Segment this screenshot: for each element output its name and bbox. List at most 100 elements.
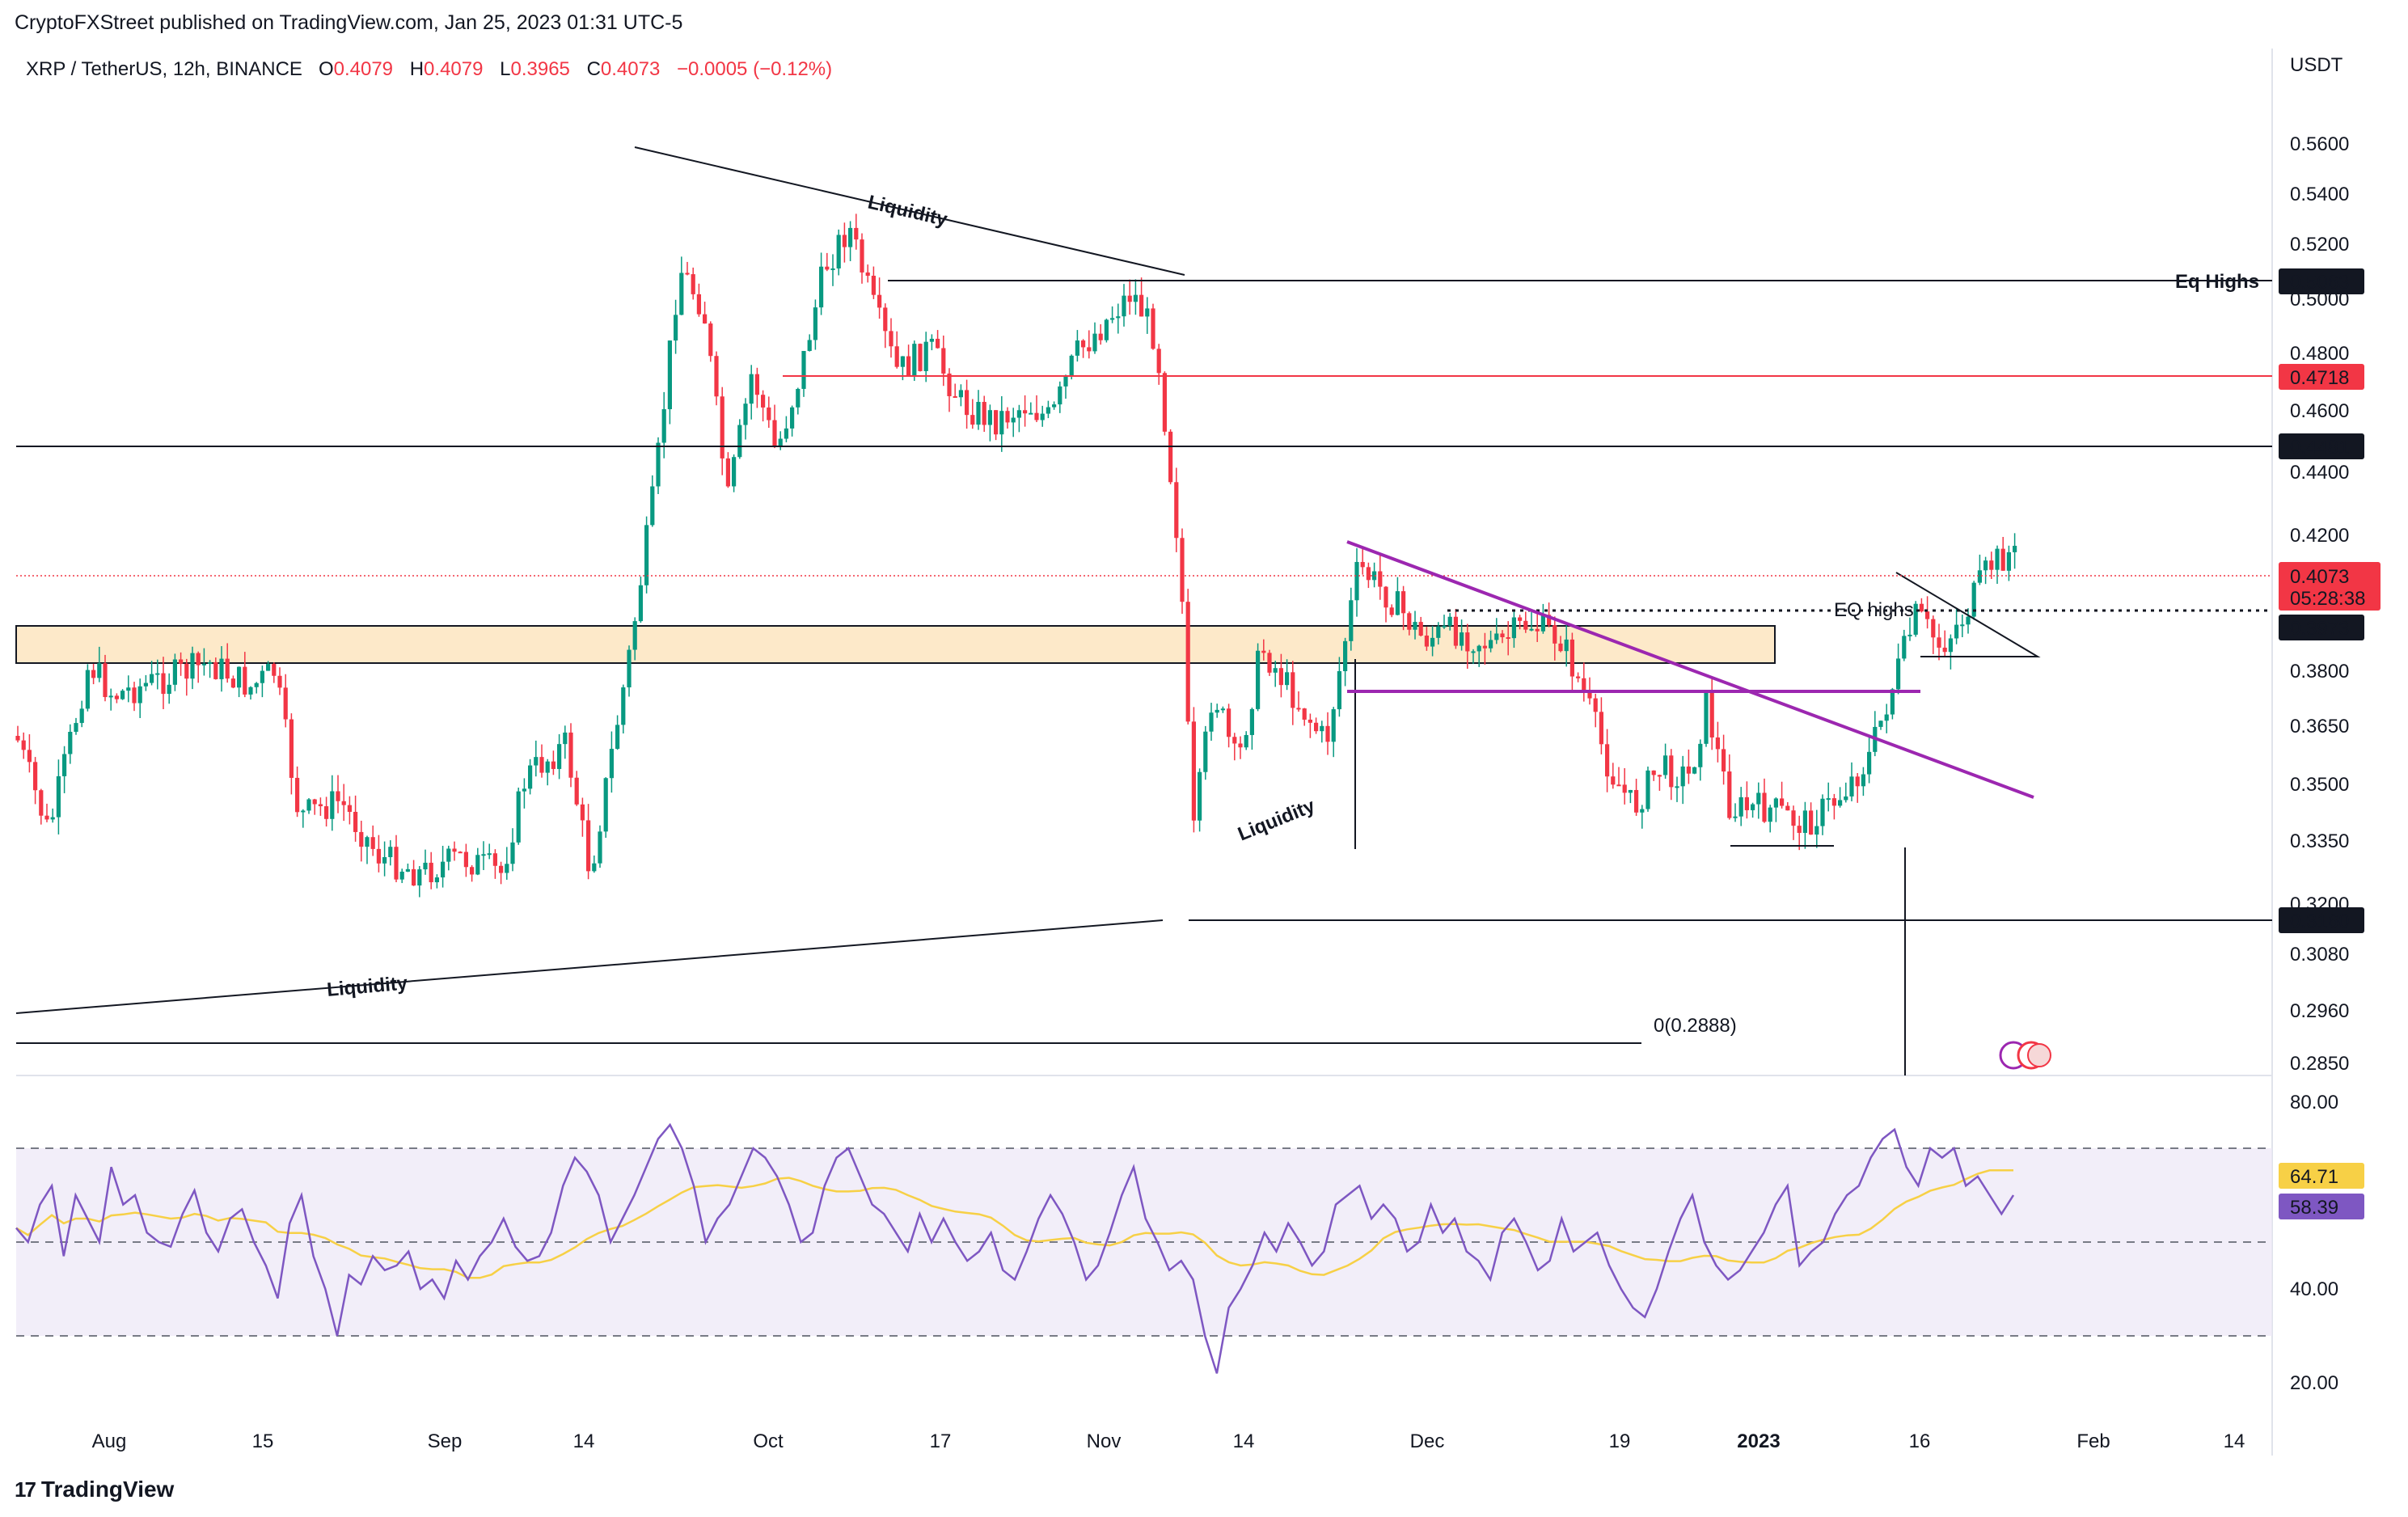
price-tick-0.2960: 0.2960 bbox=[2290, 1000, 2349, 1022]
time-tick-19: 19 bbox=[1609, 1430, 1631, 1452]
candle-body bbox=[161, 673, 166, 695]
candle-body bbox=[167, 684, 171, 695]
candle-body bbox=[1896, 658, 1901, 690]
candle-body bbox=[1413, 622, 1417, 630]
candle-body bbox=[137, 686, 142, 704]
candle-body bbox=[1366, 567, 1371, 581]
candle-body bbox=[423, 862, 428, 870]
candle-body bbox=[830, 268, 835, 270]
candle-body bbox=[1977, 570, 1982, 583]
candle-body bbox=[1540, 615, 1545, 632]
candle-body bbox=[1494, 633, 1499, 640]
candle-body bbox=[475, 855, 480, 875]
candle-body bbox=[667, 340, 672, 410]
candle-body bbox=[1482, 645, 1487, 649]
demand-zone bbox=[15, 625, 1776, 664]
candle-body bbox=[91, 670, 96, 678]
candle-body bbox=[1751, 804, 1755, 810]
price-tick-0.4800: 0.4800 bbox=[2290, 343, 2349, 365]
candle-body bbox=[1256, 650, 1261, 709]
candle-body bbox=[1966, 616, 1971, 625]
candle-body bbox=[295, 777, 300, 813]
tradingview-logo-icon: 17 bbox=[15, 1477, 36, 1502]
candle-body bbox=[1069, 355, 1074, 377]
candle-body bbox=[1029, 412, 1033, 415]
candle-body bbox=[1884, 714, 1889, 721]
candle-body bbox=[1657, 775, 1662, 777]
candle-body bbox=[230, 678, 235, 688]
candle-body bbox=[155, 673, 160, 675]
candle-body bbox=[679, 273, 684, 315]
candle-body bbox=[1249, 708, 1254, 735]
time-tick-14: 14 bbox=[2224, 1430, 2245, 1452]
candle-body bbox=[248, 687, 253, 695]
symbol-label: XRP / TetherUS, 12h, BINANCE bbox=[26, 58, 302, 80]
price-tick-0.4200: 0.4200 bbox=[2290, 525, 2349, 547]
candle-body bbox=[807, 340, 812, 352]
candle-body bbox=[1890, 689, 1895, 715]
candle-body bbox=[1430, 637, 1435, 647]
drawings bbox=[15, 146, 2272, 1075]
candle-body bbox=[324, 806, 329, 819]
tradingview-brand: 17 TradingView bbox=[15, 1477, 174, 1502]
candle-body bbox=[347, 805, 352, 812]
eq-highs-label: EQ highs bbox=[1834, 599, 1914, 621]
economic-events-icon[interactable] bbox=[1999, 1041, 2051, 1070]
candle-body bbox=[1220, 708, 1225, 711]
candle-body bbox=[1349, 600, 1354, 641]
candle-body bbox=[1442, 625, 1447, 628]
candle-body bbox=[767, 407, 771, 420]
candle-body bbox=[1116, 316, 1121, 319]
candle-body bbox=[696, 294, 701, 315]
candle-body bbox=[918, 344, 923, 371]
badge-0.3973: 0.3973 bbox=[2290, 618, 2349, 640]
candle-body bbox=[341, 801, 346, 805]
candle-body bbox=[382, 857, 387, 864]
time-axis: Aug 15 Sep 14 Oct 17 Nov 14 Dec 19 2023 16 Feb 14 bbox=[92, 1430, 2245, 1452]
candle-body bbox=[277, 675, 282, 688]
rsi-line bbox=[15, 1122, 2015, 1374]
candle-body bbox=[120, 691, 125, 699]
candle-body bbox=[470, 867, 475, 875]
candle-body bbox=[1424, 636, 1429, 647]
candle-body bbox=[434, 877, 439, 883]
price-tick-0.3800: 0.3800 bbox=[2290, 661, 2349, 682]
candle-body bbox=[441, 861, 446, 878]
candle-body bbox=[1861, 774, 1865, 787]
candle-body bbox=[865, 272, 870, 276]
candle-body bbox=[1337, 671, 1341, 710]
candle-body bbox=[1308, 719, 1312, 723]
candle-body bbox=[772, 420, 777, 446]
candle-body bbox=[1744, 797, 1749, 810]
candle-body bbox=[644, 525, 649, 585]
rsi-tick-20.00: 20.00 bbox=[2290, 1372, 2338, 1394]
candle-body bbox=[1360, 561, 1365, 568]
candle-body bbox=[208, 661, 213, 664]
candle-body bbox=[545, 761, 550, 773]
candle-body bbox=[492, 853, 497, 866]
candle-body bbox=[1145, 308, 1150, 317]
candle-body bbox=[1989, 560, 1994, 570]
price-tick-0.3500: 0.3500 bbox=[2290, 774, 2349, 796]
candle-body bbox=[1389, 607, 1394, 615]
candle-body bbox=[1931, 619, 1936, 638]
candles-layer bbox=[15, 213, 2017, 898]
candle-body bbox=[417, 869, 422, 886]
rsi-tick-40.00: 40.00 bbox=[2290, 1278, 2338, 1300]
candle-body bbox=[1849, 776, 1854, 797]
candle-body bbox=[936, 338, 940, 349]
price-tick-0.5200: 0.5200 bbox=[2290, 234, 2349, 256]
candle-body bbox=[1722, 749, 1726, 772]
candle-body bbox=[994, 410, 999, 435]
candle-body bbox=[1174, 482, 1179, 539]
candle-body bbox=[1704, 691, 1709, 744]
candle-body bbox=[301, 810, 306, 813]
candle-body bbox=[1733, 816, 1738, 818]
candle-body bbox=[1576, 676, 1581, 678]
candle-body bbox=[213, 661, 218, 679]
candle-body bbox=[539, 757, 544, 773]
candle-body bbox=[965, 390, 970, 416]
candle-body bbox=[685, 273, 690, 275]
candle-body bbox=[1960, 624, 1965, 627]
